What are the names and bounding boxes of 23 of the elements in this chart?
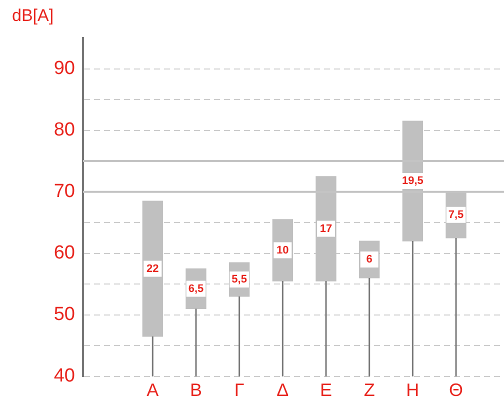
y-tick-label: 60 — [54, 242, 75, 264]
x-tick-label: Η — [406, 380, 420, 400]
data-label: 5,5 — [232, 274, 247, 286]
y-tick-label: 40 — [54, 366, 75, 387]
data-label: 6,5 — [188, 282, 204, 295]
data-label: 17 — [320, 222, 332, 235]
y-tick-label: 70 — [54, 181, 75, 202]
x-tick-label: Β — [190, 380, 202, 400]
data-label: 10 — [276, 244, 289, 256]
data-label: 19,5 — [402, 175, 424, 188]
x-tick-label: Ε — [320, 380, 332, 400]
y-tick-label: 80 — [54, 120, 75, 141]
x-tick-label: Γ — [234, 380, 244, 400]
y-axis-title: dB[A] — [12, 6, 54, 26]
x-tick-label: Θ — [449, 380, 464, 400]
y-tick-label: 50 — [54, 304, 75, 326]
x-tick-label: Ζ — [364, 380, 375, 400]
y-tick-label: 90 — [54, 58, 75, 79]
data-label: 7,5 — [448, 208, 464, 221]
data-label: 6 — [366, 254, 372, 266]
x-tick-label: Α — [146, 380, 159, 400]
x-tick-label: Δ — [276, 380, 289, 400]
data-label: 22 — [146, 262, 159, 275]
